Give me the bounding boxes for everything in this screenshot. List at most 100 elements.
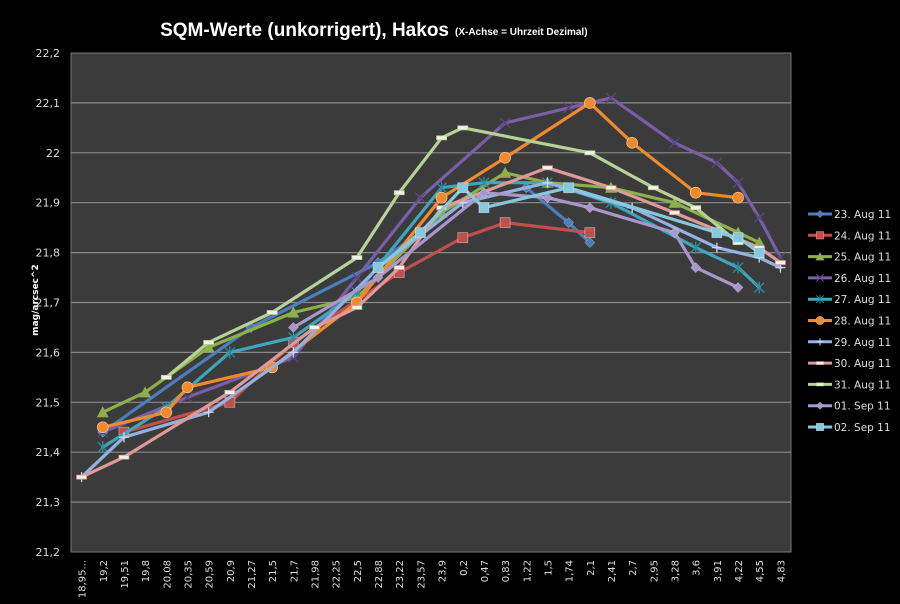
data-point [584,202,596,214]
legend-label: 31. Aug 11 [834,379,891,391]
x-tick-label: 4,22 [734,560,745,582]
series-9 [287,187,744,333]
data-point [457,232,469,244]
x-tick-label: 21,98 [311,560,322,589]
x-tick-label: 1,74 [565,560,576,582]
legend-label: 30. Aug 11 [834,358,891,370]
data-point [224,389,236,395]
data-point [605,92,617,104]
y-axis-label: mag/arcsec^2 [31,264,41,336]
data-point [139,386,152,398]
data-point [690,205,702,211]
legend-label: 23. Aug 11 [834,209,891,221]
legend-label: 26. Aug 11 [834,273,891,285]
x-tick-label: 20,9 [226,560,237,582]
data-point [732,261,744,274]
legend: 23. Aug 11 24. Aug 11 25. Aug 11 26. Aug 11… [808,209,891,434]
x-tick-label: 19,8 [141,560,152,582]
data-point [690,262,702,273]
data-point [372,262,384,273]
data-point [96,406,109,418]
legend-item: 25. Aug 11 [808,252,891,264]
legend-marker [815,382,825,387]
data-point [436,181,448,194]
legend-item: 29. Aug 11 [808,337,891,349]
data-point [732,177,744,189]
legend-marker [815,231,825,240]
legend-item: 24. Aug 11 [808,230,891,242]
x-tick-label: 20,08 [162,560,173,589]
x-tick-label: 2,41 [607,560,618,582]
x-tick-label: 3,28 [671,560,682,582]
data-point [753,281,765,294]
legend-marker [815,209,825,219]
legend-marker [816,338,824,346]
data-point [626,137,638,149]
data-point [478,202,490,214]
x-axis-ticks: 18,95... 19,2 19,51 19,8 20,08 20,35 20,59 20,9… [78,560,788,598]
data-point [669,227,680,239]
data-point [372,272,384,283]
x-tick-label: 23,57 [416,560,427,589]
data-point [775,260,786,265]
data-point [753,212,765,224]
data-point [435,191,448,204]
y-tick-label: 21,3 [36,496,61,509]
x-tick-label: 22,25 [332,560,343,589]
data-point [436,135,447,141]
legend-marker [815,401,825,410]
x-tick-label: 0,47 [480,560,491,582]
y-tick-label: 22,1 [36,97,61,110]
x-tick-label: 1,22 [522,560,533,582]
x-tick-label: 18,95... [78,560,89,598]
data-point [669,137,681,149]
data-point [499,117,511,129]
data-point [499,151,511,164]
data-point [76,474,87,480]
data-point [288,347,299,358]
data-point [647,185,659,191]
y-tick-label: 21,9 [36,197,61,210]
data-point [711,157,723,169]
chart-subtitle: (X-Achse = Uhrzeit Dezimal) [455,27,588,38]
x-tick-label: 19,51 [120,560,131,589]
y-axis-ticks: 21,2 21,3 21,4 21,5 21,6 21,7 21,8 21,9 22 22,1 22… [36,47,61,559]
legend-marker [815,252,825,261]
data-point [584,227,596,239]
y-tick-label: 21,6 [36,346,61,359]
legend-label: 01. Sep 11 [834,401,891,413]
data-point [690,241,702,254]
data-point [499,166,512,178]
x-tick-label: 2,95 [649,560,660,582]
series-group [76,92,786,483]
legend-label: 02. Sep 11 [834,422,891,434]
data-point [605,185,617,191]
y-tick-label: 21,7 [36,297,61,310]
data-point [711,242,722,253]
x-tick-label: 0,2 [459,560,470,576]
data-point [668,196,681,208]
x-tick-label: 21,5 [268,560,279,582]
data-point [203,407,214,418]
x-tick-label: 22,88 [374,560,385,589]
data-point [457,125,469,131]
data-point [414,192,426,204]
legend-item: 31. Aug 11 [808,379,891,391]
x-tick-label: 1,5 [543,560,554,576]
x-tick-label: 4,83 [776,560,787,582]
data-point [160,374,172,380]
data-point [160,406,173,419]
legend-item: 23. Aug 11 [808,209,891,221]
data-point [266,310,278,315]
x-tick-label: 21,27 [247,560,258,589]
data-point [542,177,553,188]
x-tick-label: 2,1 [586,560,597,576]
data-point [542,165,553,171]
data-point [393,265,405,270]
data-point [287,322,299,333]
y-tick-label: 21,8 [36,247,61,260]
data-point [181,381,194,394]
data-point [584,237,596,249]
data-point [563,182,575,194]
